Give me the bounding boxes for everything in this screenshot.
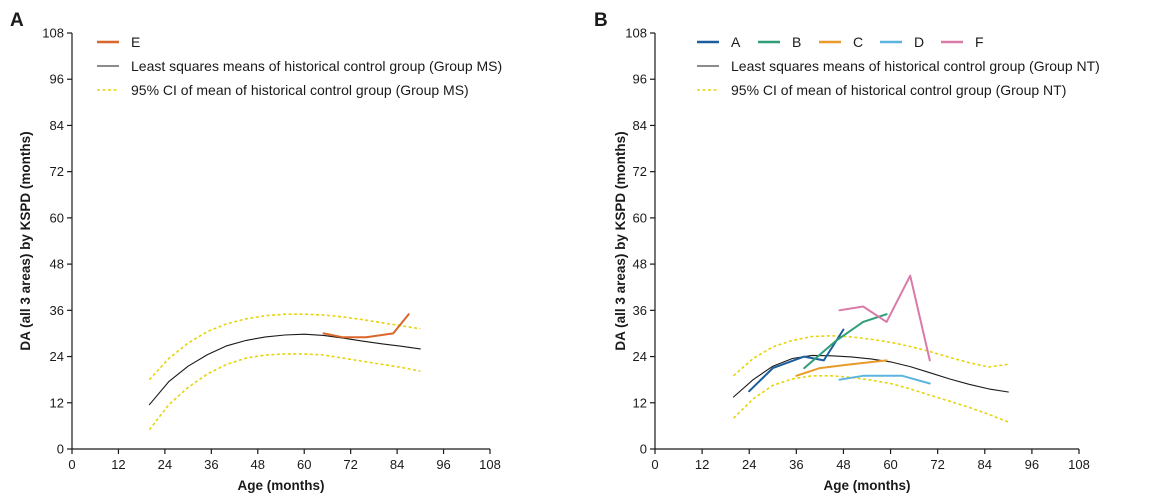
- x-tick-label: 108: [1068, 457, 1090, 472]
- legend-label-c: C: [853, 34, 863, 50]
- ci-line: [148, 353, 421, 431]
- legend-label-a: A: [731, 34, 741, 50]
- x-tick-label: 96: [1025, 457, 1039, 472]
- ci-line: [732, 334, 1009, 377]
- x-tick-label: 48: [251, 457, 265, 472]
- y-tick-label: 84: [50, 118, 64, 133]
- mean-line: [732, 354, 1009, 398]
- x-tick-label: 36: [204, 457, 218, 472]
- y-tick-label: 84: [633, 118, 647, 133]
- legend-label-mean: Least squares means of historical contro…: [131, 58, 502, 74]
- y-tick-label: 24: [50, 349, 64, 364]
- x-tick-label: 24: [742, 457, 756, 472]
- legend-label-mean: Least squares means of historical contro…: [731, 58, 1100, 74]
- x-tick-label: 84: [978, 457, 992, 472]
- y-tick-label: 12: [633, 395, 647, 410]
- panel-b-letter: B: [594, 10, 608, 31]
- x-tick-label: 0: [68, 457, 75, 472]
- x-tick-label: 0: [651, 457, 658, 472]
- x-tick-label: 72: [930, 457, 944, 472]
- x-tick-label: 72: [343, 457, 357, 472]
- y-tick-label: 96: [50, 72, 64, 87]
- legend-label-e: E: [131, 34, 140, 50]
- y-tick-label: 108: [625, 26, 647, 41]
- series-line-e: [322, 313, 410, 339]
- ci-line: [148, 313, 421, 381]
- y-tick-label: 24: [633, 349, 647, 364]
- y-tick-label: 60: [633, 210, 647, 225]
- legend-label-ci: 95% CI of mean of historical control gro…: [731, 82, 1066, 98]
- x-tick-label: 12: [111, 457, 125, 472]
- x-tick-label: 84: [390, 457, 404, 472]
- y-tick-label: 108: [42, 26, 64, 41]
- panel-a: A 0 12 24 36 48 60 72 84 96 108 0 12 24 36 48 60 72 84 96 10…: [10, 10, 502, 493]
- legend-label-f: F: [975, 34, 984, 50]
- x-tick-label: 96: [436, 457, 450, 472]
- y-tick-label: 36: [50, 303, 64, 318]
- y-tick-label: 36: [633, 303, 647, 318]
- x-tick-label: 36: [789, 457, 803, 472]
- y-tick-label: 48: [633, 257, 647, 272]
- panel-a-letter: A: [10, 10, 24, 31]
- x-tick-label: 60: [883, 457, 897, 472]
- y-axis-title: DA (all 3 areas) by KSPD (months): [18, 131, 33, 350]
- series-line-f: [838, 274, 931, 362]
- x-tick-label: 24: [158, 457, 172, 472]
- legend: A B C D F Least squares means of historical c…: [697, 34, 1100, 98]
- y-tick-label: 60: [50, 210, 64, 225]
- series-line-d: [838, 374, 931, 385]
- y-tick-label: 0: [640, 442, 647, 457]
- y-tick-label: 72: [50, 164, 64, 179]
- series-line-b: [803, 313, 888, 370]
- x-axis-title: Age (months): [824, 478, 911, 493]
- legend-label-ci: 95% CI of mean of historical control gro…: [131, 82, 469, 98]
- y-axis-title: DA (all 3 areas) by KSPD (months): [613, 131, 628, 350]
- series-line-c: [795, 359, 888, 377]
- y-tick-label: 0: [57, 442, 64, 457]
- y-tick-label: 72: [633, 164, 647, 179]
- ci-line: [732, 374, 1009, 423]
- legend-label-b: B: [792, 34, 801, 50]
- y-tick-label: 96: [633, 72, 647, 87]
- x-tick-label: 12: [695, 457, 709, 472]
- legend-label-d: D: [914, 34, 924, 50]
- x-tick-label: 108: [479, 457, 501, 472]
- panel-b: B 0 12 24 36 48 60 72 84 96 108 0 12 24 36 48 60 72 84 96 10…: [594, 10, 1100, 493]
- x-axis-title: Age (months): [238, 478, 325, 493]
- series-line-a: [748, 328, 845, 393]
- mean-line: [148, 333, 421, 406]
- x-tick-label: 60: [297, 457, 311, 472]
- legend: E Least squares means of historical contr…: [97, 34, 502, 98]
- y-tick-label: 48: [50, 257, 64, 272]
- y-tick-label: 12: [50, 395, 64, 410]
- x-tick-label: 48: [836, 457, 850, 472]
